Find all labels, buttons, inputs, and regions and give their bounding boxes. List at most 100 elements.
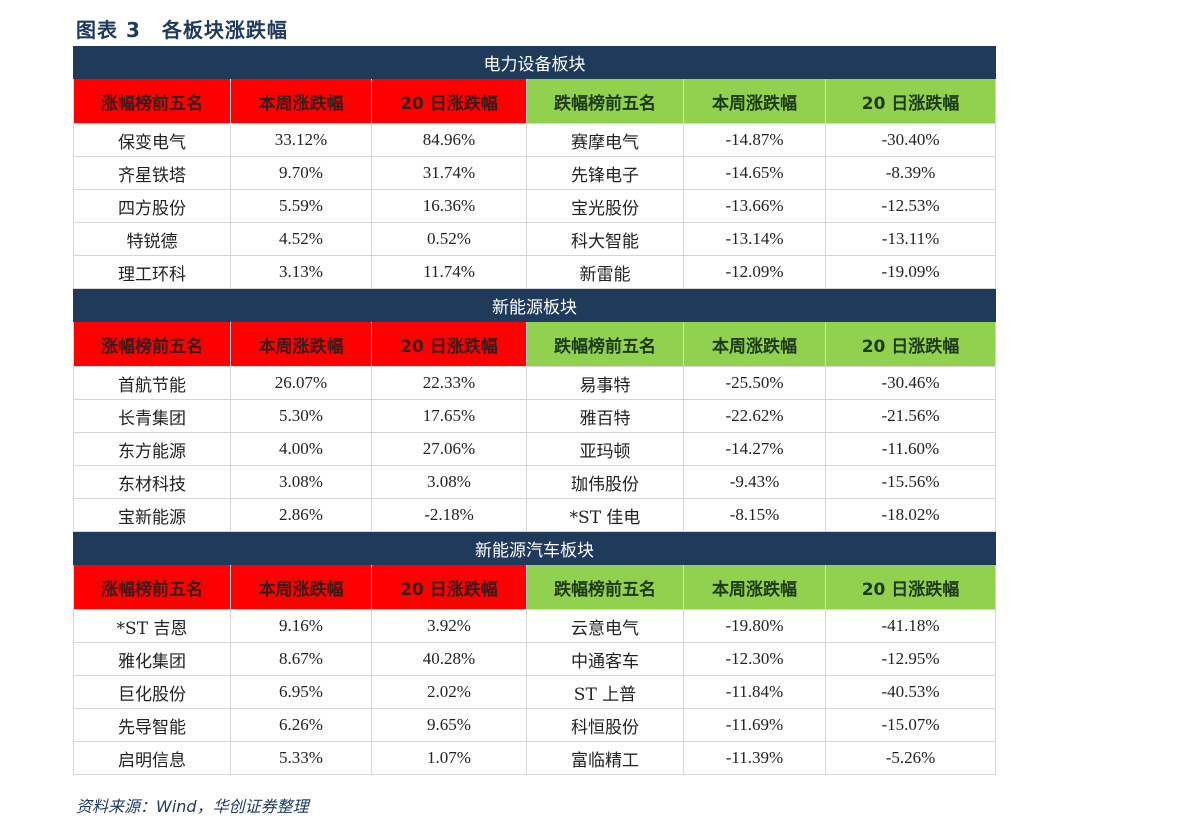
- header-gainers-20d: 20 日涨跌幅: [371, 78, 527, 124]
- loser-week-change: -14.65%: [683, 156, 826, 190]
- table-row: 东材科技 3.08% 3.08% 珈伟股份 -9.43% -15.56%: [73, 465, 997, 499]
- loser-name: 云意电气: [526, 609, 684, 643]
- table-row: 巨化股份 6.95% 2.02% ST 上普 -11.84% -40.53%: [73, 675, 996, 709]
- gainer-20d-change: 22.33%: [371, 366, 527, 400]
- loser-20d-change: -12.95%: [825, 642, 996, 676]
- header-losers-week: 本周涨跌幅: [683, 78, 826, 124]
- sector-table: 新能源板块 涨幅榜前五名 本周涨跌幅 20 日涨跌幅 跌幅榜前五名 本周涨跌幅 20 日涨跌…: [72, 289, 997, 532]
- gainer-20d-change: 16.36%: [371, 189, 527, 223]
- loser-name: 宝光股份: [526, 189, 684, 223]
- gainer-week-change: 9.16%: [230, 609, 372, 643]
- loser-20d-change: -41.18%: [825, 609, 996, 643]
- header-gainers-20d: 20 日涨跌幅: [371, 564, 527, 610]
- gainer-name: 特锐德: [73, 222, 231, 256]
- loser-20d-change: -12.53%: [824, 189, 997, 223]
- section-title-row: 电力设备板块: [72, 46, 997, 79]
- loser-20d-change: -40.53%: [825, 675, 996, 709]
- section-title-row: 新能源汽车板块: [73, 532, 996, 565]
- sector-performance-table: 电力设备板块 涨幅榜前五名 本周涨跌幅 20 日涨跌幅 跌幅榜前五名 本周涨跌幅 20 日涨…: [72, 46, 997, 775]
- section-title-row: 新能源板块: [72, 289, 997, 322]
- table-row: 东方能源 4.00% 27.06% 亚玛顿 -14.27% -11.60%: [73, 432, 997, 466]
- header-row: 涨幅榜前五名 本周涨跌幅 20 日涨跌幅 跌幅榜前五名 本周涨跌幅 20 日涨跌幅: [73, 321, 997, 367]
- loser-20d-change: -8.39%: [824, 156, 997, 190]
- gainer-20d-change: 3.92%: [371, 609, 527, 643]
- loser-name: 亚玛顿: [526, 432, 684, 466]
- gainer-week-change: 26.07%: [230, 366, 372, 400]
- loser-20d-change: -15.56%: [824, 465, 997, 499]
- loser-week-change: -14.87%: [683, 123, 826, 157]
- loser-week-change: -11.39%: [683, 741, 826, 775]
- loser-week-change: -11.84%: [683, 675, 826, 709]
- gainer-20d-change: -2.18%: [371, 498, 527, 532]
- loser-week-change: -19.80%: [683, 609, 826, 643]
- gainer-20d-change: 0.52%: [371, 222, 527, 256]
- loser-week-change: -13.66%: [683, 189, 826, 223]
- header-gainers-20d: 20 日涨跌幅: [371, 321, 527, 367]
- header-losers-20d: 20 日涨跌幅: [824, 78, 997, 124]
- gainer-20d-change: 17.65%: [371, 399, 527, 433]
- gainer-week-change: 4.52%: [230, 222, 372, 256]
- gainer-20d-change: 9.65%: [371, 708, 527, 742]
- loser-name: 中通客车: [526, 642, 684, 676]
- gainer-week-change: 6.95%: [230, 675, 372, 709]
- gainer-name: 先导智能: [73, 708, 231, 742]
- loser-week-change: -12.30%: [683, 642, 826, 676]
- gainer-20d-change: 2.02%: [371, 675, 527, 709]
- loser-name: 科大智能: [526, 222, 684, 256]
- gainer-name: 齐星铁塔: [73, 156, 231, 190]
- header-losers-week: 本周涨跌幅: [683, 321, 826, 367]
- loser-week-change: -9.43%: [683, 465, 826, 499]
- table-row: 特锐德 4.52% 0.52% 科大智能 -13.14% -13.11%: [73, 222, 997, 256]
- header-gainers-week: 本周涨跌幅: [230, 564, 372, 610]
- gainer-week-change: 3.08%: [230, 465, 372, 499]
- loser-name: 新雷能: [526, 255, 684, 289]
- gainer-name: 长青集团: [73, 399, 231, 433]
- loser-week-change: -14.27%: [683, 432, 826, 466]
- gainer-week-change: 5.33%: [230, 741, 372, 775]
- header-row: 涨幅榜前五名 本周涨跌幅 20 日涨跌幅 跌幅榜前五名 本周涨跌幅 20 日涨跌幅: [73, 78, 997, 124]
- loser-name: 雅百特: [526, 399, 684, 433]
- loser-20d-change: -18.02%: [824, 498, 997, 532]
- gainer-name: 东方能源: [73, 432, 231, 466]
- gainer-name: 启明信息: [73, 741, 231, 775]
- loser-week-change: -22.62%: [683, 399, 826, 433]
- gainer-20d-change: 40.28%: [371, 642, 527, 676]
- loser-20d-change: -11.60%: [824, 432, 997, 466]
- loser-name: 珈伟股份: [526, 465, 684, 499]
- loser-name: 先锋电子: [526, 156, 684, 190]
- section-title: 新能源板块: [72, 289, 997, 322]
- gainer-name: 保变电气: [73, 123, 231, 157]
- loser-20d-change: -15.07%: [825, 708, 996, 742]
- gainer-week-change: 3.13%: [230, 255, 372, 289]
- header-gainers-week: 本周涨跌幅: [230, 321, 372, 367]
- header-gainers: 涨幅榜前五名: [73, 321, 231, 367]
- gainer-week-change: 2.86%: [230, 498, 372, 532]
- table-row: 四方股份 5.59% 16.36% 宝光股份 -13.66% -12.53%: [73, 189, 997, 223]
- header-losers-20d: 20 日涨跌幅: [825, 564, 996, 610]
- loser-week-change: -13.14%: [683, 222, 826, 256]
- gainer-20d-change: 31.74%: [371, 156, 527, 190]
- table-row: *ST 吉恩 9.16% 3.92% 云意电气 -19.80% -41.18%: [73, 609, 996, 643]
- loser-20d-change: -21.56%: [824, 399, 997, 433]
- loser-20d-change: -13.11%: [824, 222, 997, 256]
- gainer-name: 四方股份: [73, 189, 231, 223]
- table-row: 先导智能 6.26% 9.65% 科恒股份 -11.69% -15.07%: [73, 708, 996, 742]
- table-row: 理工环科 3.13% 11.74% 新雷能 -12.09% -19.09%: [73, 255, 997, 289]
- loser-name: *ST 佳电: [526, 498, 684, 532]
- source-note: 资料来源：Wind，华创证券整理: [76, 797, 309, 816]
- header-gainers: 涨幅榜前五名: [73, 564, 231, 610]
- loser-week-change: -8.15%: [683, 498, 826, 532]
- gainer-name: 雅化集团: [73, 642, 231, 676]
- gainer-20d-change: 3.08%: [371, 465, 527, 499]
- header-losers: 跌幅榜前五名: [526, 321, 684, 367]
- loser-name: 易事特: [526, 366, 684, 400]
- loser-week-change: -12.09%: [683, 255, 826, 289]
- table-row: 启明信息 5.33% 1.07% 富临精工 -11.39% -5.26%: [73, 741, 996, 775]
- loser-20d-change: -19.09%: [824, 255, 997, 289]
- header-losers: 跌幅榜前五名: [526, 564, 684, 610]
- loser-name: ST 上普: [526, 675, 684, 709]
- header-row: 涨幅榜前五名 本周涨跌幅 20 日涨跌幅 跌幅榜前五名 本周涨跌幅 20 日涨跌幅: [73, 564, 996, 610]
- gainer-20d-change: 11.74%: [371, 255, 527, 289]
- header-gainers: 涨幅榜前五名: [73, 78, 231, 124]
- table-row: 长青集团 5.30% 17.65% 雅百特 -22.62% -21.56%: [73, 399, 997, 433]
